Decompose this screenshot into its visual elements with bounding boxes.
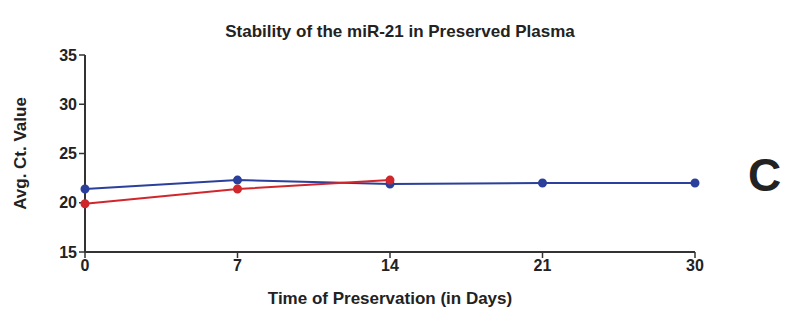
svg-text:Time of Preservation (in Days): Time of Preservation (in Days)	[268, 289, 512, 308]
html-text:Stability of the miR-21 in Pre: Stability of the miR-21 in Preserved Pla…	[225, 22, 575, 41]
svg-text:14: 14	[381, 257, 399, 274]
svg-text:30: 30	[59, 96, 77, 113]
svg-text:20: 20	[59, 194, 77, 211]
svg-text:35: 35	[59, 47, 77, 64]
html-text:C: C	[748, 149, 782, 201]
svg-text:21: 21	[534, 257, 552, 274]
svg-text:30: 30	[686, 257, 704, 274]
svg-text:15: 15	[59, 244, 77, 261]
svg-text:0: 0	[81, 257, 90, 274]
svg-text:Avg. Ct. Value: Avg. Ct. Value	[11, 97, 30, 210]
svg-text:7: 7	[233, 257, 242, 274]
svg-text:25: 25	[59, 145, 77, 162]
